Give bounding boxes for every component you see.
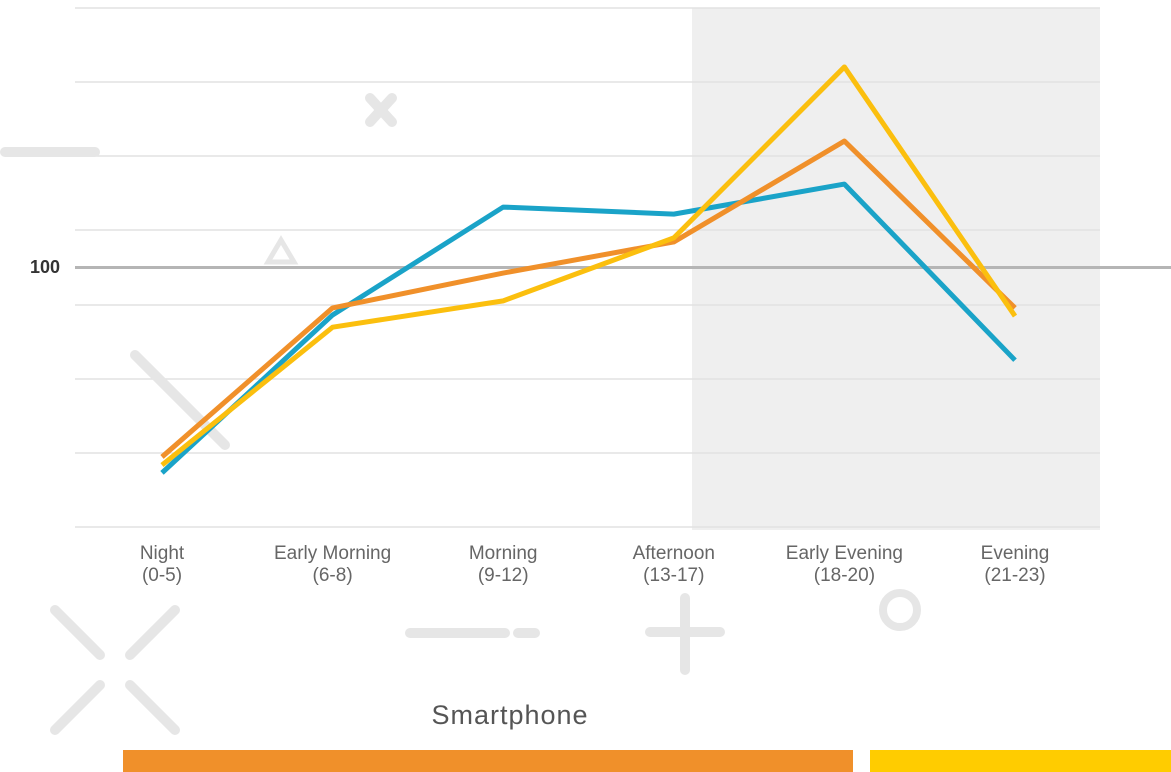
x-tick-label: Early Morning (6-8) [273,543,392,586]
line-series [160,181,1017,475]
x-tick-label: Night (0-5) [139,543,185,586]
x-tick-label: Evening (21-23) [980,543,1050,586]
x-tick-label: Early Evening (18-20) [785,543,903,586]
x-tick-label: Morning (9-12) [468,543,538,586]
x-tick-label: Afternoon (13-17) [632,543,715,586]
footer-bar [870,750,1171,772]
grid [75,7,1100,528]
y-tick-label: 100 [29,256,60,277]
line-series [160,138,1017,459]
chart-title: Smartphone [431,700,589,730]
line-series [160,64,1018,468]
footer-bar [123,750,853,772]
